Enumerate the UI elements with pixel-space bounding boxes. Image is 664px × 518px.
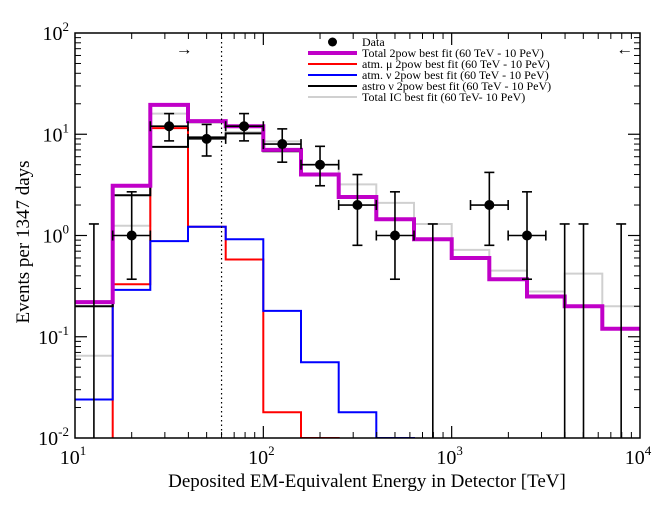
data-point bbox=[337, 173, 378, 247]
x-tick-label: 104 bbox=[625, 443, 652, 469]
svg-text:astro ν 2pow best fit (60 TeV: astro ν 2pow best fit (60 TeV - 10 PeV) bbox=[362, 79, 551, 93]
data-point bbox=[262, 128, 302, 163]
legend-entry: Data bbox=[328, 35, 385, 49]
svg-text:Total 2pow best fit (60 TeV -: Total 2pow best fit (60 TeV - 10 PeV) bbox=[362, 46, 544, 60]
y-tick-label: 10-2 bbox=[38, 424, 69, 450]
upper-limit-bar bbox=[559, 223, 570, 438]
x-tick-label: 102 bbox=[248, 443, 275, 469]
y-tick-label: 101 bbox=[43, 120, 70, 146]
x-tick-label: 101 bbox=[60, 443, 87, 469]
data-point bbox=[187, 123, 227, 157]
upper-limit-bar bbox=[578, 223, 589, 438]
upper-limit-bar bbox=[427, 223, 438, 438]
y-axis-title: Events per 1347 days bbox=[13, 160, 34, 323]
svg-text:Total IC best fit (60 TeV- 10: Total IC best fit (60 TeV- 10 PeV) bbox=[362, 90, 525, 104]
threshold-arrow: → bbox=[176, 40, 193, 59]
x-tick-label: 103 bbox=[436, 443, 463, 469]
legend-entry: Total IC best fit (60 TeV- 10 PeV) bbox=[308, 90, 525, 104]
data-point bbox=[149, 112, 189, 142]
data-point bbox=[300, 145, 340, 187]
annotations-layer: → ← bbox=[176, 40, 634, 59]
legend-entry: atm. ν 2pow best fit (60 TeV - 10 PeV) bbox=[308, 68, 549, 82]
axes-layer: 101 102 103 104 10-2 10-1 100 101 102 bbox=[38, 19, 652, 469]
data-layer bbox=[88, 112, 627, 438]
data-point bbox=[375, 191, 415, 281]
legend-entry: atm. μ 2pow best fit (60 TeV - 10 PeV) bbox=[308, 57, 550, 71]
y-tick-label: 10-1 bbox=[38, 323, 69, 349]
y-tick-label: 102 bbox=[43, 19, 70, 45]
svg-text:atm. ν 2pow best fit (60 TeV -: atm. ν 2pow best fit (60 TeV - 10 PeV) bbox=[362, 68, 549, 82]
svg-text:atm. μ 2pow best fit (60 TeV -: atm. μ 2pow best fit (60 TeV - 10 PeV) bbox=[362, 57, 550, 71]
legend-entry: Total 2pow best fit (60 TeV - 10 PeV) bbox=[308, 46, 544, 60]
series-line-2 bbox=[75, 225, 415, 438]
y-tick-label: 100 bbox=[43, 222, 70, 248]
data-point bbox=[469, 171, 509, 247]
data-point bbox=[507, 191, 547, 281]
upper-limit-bar bbox=[616, 223, 627, 438]
data-point bbox=[111, 191, 152, 281]
threshold-arrow: ← bbox=[616, 40, 633, 59]
data-point bbox=[224, 112, 265, 142]
series-layer bbox=[75, 102, 640, 438]
svg-text:Data: Data bbox=[362, 35, 385, 49]
legend-entry: astro ν 2pow best fit (60 TeV - 10 PeV) bbox=[308, 79, 551, 93]
x-axis-title: Deposited EM-Equivalent Energy in Detect… bbox=[168, 471, 566, 492]
upper-limit-bar bbox=[88, 223, 99, 438]
